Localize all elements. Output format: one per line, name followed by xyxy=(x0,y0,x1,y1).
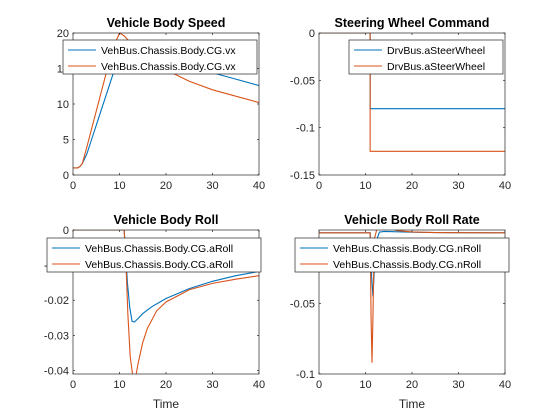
chart-panel-4: 0 10 20 30 40 -0.1 -0.05 Vehicle Body Roll Rate… xyxy=(290,213,511,411)
x-tick-label: 10 xyxy=(113,379,125,391)
x-tick-label: 20 xyxy=(406,379,418,391)
y-tick-label: -0.1 xyxy=(296,123,315,135)
legend-entry-1: DrvBus.aSteerWheel xyxy=(387,45,485,57)
legend-entry-1: VehBus.Chassis.Body.CG.aRoll xyxy=(85,243,233,255)
series-line-2 xyxy=(73,230,259,374)
chart-title: Steering Wheel Command xyxy=(335,16,490,30)
chart-panel-2: 0 10 20 30 40 -0.15 -0.1 -0.05 0 Steering Wheel C… xyxy=(290,16,511,192)
x-tick-label: 10 xyxy=(359,379,371,391)
y-tick-label: 10 xyxy=(57,99,69,111)
legend-entry-2: VehBus.Chassis.Body.CG.aRoll xyxy=(85,259,233,271)
y-tick-label: 0 xyxy=(309,28,315,40)
legend-box xyxy=(46,237,262,273)
x-tick-label: 40 xyxy=(253,180,265,192)
legend: VehBus.Chassis.Body.CG.nRoll VehBus.Chass… xyxy=(294,237,510,273)
x-tick-label: 30 xyxy=(206,379,218,391)
y-tick-label: -0.15 xyxy=(290,170,315,182)
y-tick-label: -0.04 xyxy=(44,365,69,377)
series-line-2 xyxy=(319,33,505,152)
legend-entry-1: VehBus.Chassis.Body.CG.vx xyxy=(101,45,236,57)
x-tick-label: 0 xyxy=(316,379,322,391)
x-tick-label: 0 xyxy=(70,180,76,192)
y-tick-label: 0 xyxy=(63,170,69,182)
legend: VehBus.Chassis.Body.CG.aRoll VehBus.Chass… xyxy=(46,237,262,273)
x-tick-label: 20 xyxy=(160,180,172,192)
legend-entry-2: VehBus.Chassis.Body.CG.vx xyxy=(101,61,236,73)
legend-entry-2: DrvBus.aSteerWheel xyxy=(387,61,485,73)
legend-box xyxy=(294,237,510,273)
legend: DrvBus.aSteerWheel DrvBus.aSteerWheel xyxy=(348,39,504,75)
chart-title: Vehicle Body Speed xyxy=(107,16,226,30)
x-tick-label: 10 xyxy=(113,180,125,192)
chart-title: Vehicle Body Roll Rate xyxy=(344,213,480,227)
legend-box xyxy=(348,39,504,75)
x-tick-label: 40 xyxy=(499,180,511,192)
y-tick-label: -0.05 xyxy=(290,75,315,87)
x-axis-label: Time xyxy=(399,397,426,411)
y-tick-label: 0 xyxy=(63,225,69,237)
y-tick-label: -0.1 xyxy=(296,369,315,381)
x-tick-label: 30 xyxy=(206,180,218,192)
x-tick-label: 20 xyxy=(406,180,418,192)
y-tick-label: -0.03 xyxy=(44,330,69,342)
x-tick-label: 20 xyxy=(160,379,172,391)
x-tick-label: 0 xyxy=(316,180,322,192)
y-tick-label: 5 xyxy=(63,135,69,147)
chart-title: Vehicle Body Roll xyxy=(114,213,219,227)
legend-entry-1: VehBus.Chassis.Body.CG.nRoll xyxy=(333,243,481,255)
legend-box xyxy=(62,39,258,75)
legend-entry-2: VehBus.Chassis.Body.CG.nRoll xyxy=(333,259,481,271)
x-tick-label: 40 xyxy=(253,379,265,391)
series-line-2 xyxy=(319,230,505,363)
y-tick-label: -0.02 xyxy=(44,295,69,307)
x-tick-label: 30 xyxy=(452,180,464,192)
x-tick-label: 10 xyxy=(359,180,371,192)
y-tick-label: 20 xyxy=(57,28,69,40)
x-tick-label: 40 xyxy=(499,379,511,391)
x-axis-label: Time xyxy=(153,397,180,411)
legend: VehBus.Chassis.Body.CG.vx VehBus.Chassis.… xyxy=(62,39,258,75)
x-tick-label: 30 xyxy=(452,379,464,391)
x-tick-label: 0 xyxy=(70,379,76,391)
y-tick-label: -0.05 xyxy=(290,298,315,310)
chart-panel-1: 01020304005101520Vehicle Body SpeedVehBu… xyxy=(57,16,265,192)
